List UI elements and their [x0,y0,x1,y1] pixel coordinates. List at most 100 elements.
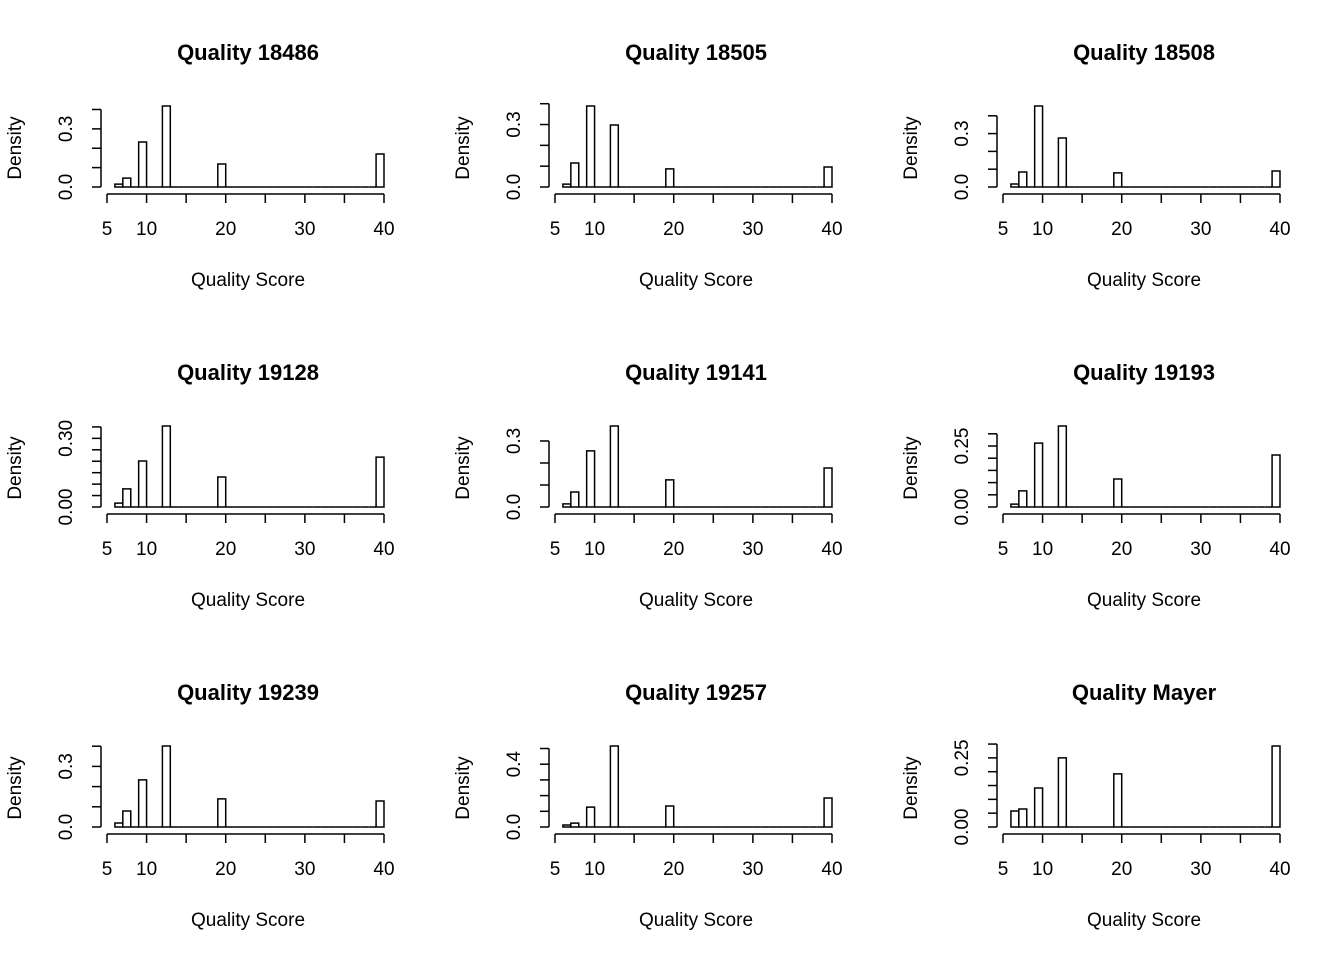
histogram-bar [1057,425,1068,508]
x-tick-label: 30 [742,219,763,240]
y-tick-label: 0.0 [56,174,77,200]
histogram-bar [609,425,620,508]
x-tick-label: 5 [102,219,113,240]
y-axis-label: Density [453,116,474,180]
x-tick-label: 5 [998,539,1009,560]
x-tick-label: 20 [1111,539,1132,560]
histogram-bar [375,456,385,508]
x-axis-label: Quality Score [191,910,305,931]
histogram-bar [122,177,132,188]
x-tick-label: 10 [1032,859,1053,880]
x-tick-label: 20 [1111,219,1132,240]
x-axis-label: Quality Score [191,590,305,611]
histogram-bar [137,779,148,828]
y-tick-label: 0.3 [56,753,77,779]
histogram-bar [137,460,148,508]
y-axis-label: Density [901,756,922,820]
y-tick-label: 0.0 [504,174,525,200]
y-tick-label: 0.0 [504,494,525,520]
x-tick-label: 30 [1190,539,1211,560]
histogram-bar [1018,490,1028,508]
histogram-bar [562,183,572,188]
x-tick-label: 5 [998,859,1009,880]
histogram-bar [823,166,833,188]
y-axis-label: Density [901,116,922,180]
histogram-bar [1113,172,1123,188]
y-axis-label: Density [5,436,26,500]
y-tick-label: 0.3 [56,116,77,142]
x-tick-label: 40 [821,859,842,880]
x-tick-label: 10 [1032,219,1053,240]
y-tick-label: 0.3 [504,111,525,137]
histogram-bar [114,502,124,508]
y-axis-label: Density [453,436,474,500]
x-tick-label: 40 [1269,539,1290,560]
x-axis-label: Quality Score [191,270,305,291]
x-tick-label: 5 [998,219,1009,240]
x-tick-label: 30 [294,539,315,560]
histogram-bar [1033,442,1044,508]
histogram-bar [609,124,620,188]
histogram-bar [585,806,596,828]
histogram-bar [585,450,596,508]
chart-title: Quality 19193 [1073,360,1215,385]
y-axis-label: Density [901,436,922,500]
histogram-bar [1271,170,1281,188]
histogram-bar [161,105,172,188]
chart-title: Quality Mayer [1072,680,1217,705]
y-tick-label: 0.00 [952,809,973,846]
x-tick-label: 20 [215,219,236,240]
x-tick-label: 30 [294,859,315,880]
histogram-bar [665,479,675,508]
y-tick-label: 0.4 [504,751,525,778]
x-axis-label: Quality Score [639,910,753,931]
histogram-bar [585,105,596,188]
histogram-bar [1010,810,1020,828]
histogram-bar [570,162,580,188]
x-tick-label: 20 [663,219,684,240]
x-axis-label: Quality Score [639,590,753,611]
x-tick-label: 20 [663,539,684,560]
x-tick-label: 30 [1190,859,1211,880]
x-tick-label: 20 [215,539,236,560]
y-axis-label: Density [453,756,474,820]
x-tick-label: 5 [102,539,113,560]
histogram-bar [609,745,620,828]
histogram-bar [161,745,172,828]
x-tick-label: 40 [821,539,842,560]
y-tick-label: 0.0 [56,814,77,840]
x-axis-label: Quality Score [639,270,753,291]
histogram-bar [1057,757,1068,828]
x-tick-label: 40 [373,219,394,240]
x-tick-label: 5 [102,859,113,880]
y-tick-label: 0.30 [56,420,77,457]
x-tick-label: 10 [136,859,157,880]
histogram-bar [217,798,227,828]
x-tick-label: 20 [1111,859,1132,880]
y-tick-label: 0.25 [952,739,973,776]
histogram-bar [665,805,675,828]
x-tick-label: 10 [584,539,605,560]
chart-title: Quality 18505 [625,40,767,65]
x-tick-label: 5 [550,859,561,880]
histogram-bar [665,168,675,188]
histogram-bar [161,425,172,508]
histogram-bar [1057,137,1068,188]
histogram-bar [122,810,132,828]
x-tick-label: 10 [136,219,157,240]
x-tick-label: 10 [136,539,157,560]
histogram-bar [1113,773,1123,828]
histogram-bar [217,163,227,188]
chart-title: Quality 19257 [625,680,767,705]
y-axis-label: Density [5,116,26,180]
histogram-bar [1018,808,1028,828]
y-tick-label: 0.3 [504,428,525,454]
chart-title: Quality 18508 [1073,40,1215,65]
y-tick-label: 0.00 [56,489,77,526]
histogram-bar [122,488,132,508]
x-tick-label: 20 [215,859,236,880]
x-axis-label: Quality Score [1087,270,1201,291]
histogram-bar [1018,171,1028,188]
y-tick-label: 0.0 [504,814,525,840]
